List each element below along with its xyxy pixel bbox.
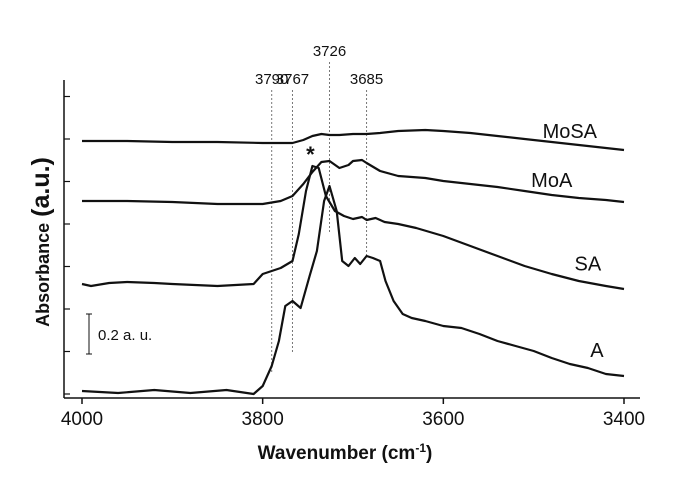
series-line-a: [81, 184, 625, 396]
y-axis-title: Absorbance (a.u.): [27, 157, 55, 327]
series-line-mosa: [82, 128, 625, 152]
ref-label-3767: 3767: [276, 71, 309, 88]
series-label-mosa: MoSA: [543, 121, 598, 143]
series-line-sa: [81, 164, 625, 291]
y-axis-title-unit: (a.u.): [27, 157, 55, 217]
series-group: MoSA MoA SA A: [81, 121, 625, 396]
x-tick-label-4000: 4000: [61, 409, 103, 430]
y-axis-title-main: Absorbance: [33, 223, 53, 327]
x-tick-label-3400: 3400: [603, 409, 645, 430]
x-tick-label-3800: 3800: [242, 409, 284, 430]
series-line-moa: [82, 158, 625, 206]
ref-label-3685: 3685: [350, 71, 383, 88]
x-tick-label-3600: 3600: [422, 409, 464, 430]
axes: [63, 80, 640, 399]
scale-bar: 0.2 a. u.: [86, 313, 152, 355]
x-axis-title-main: Wavenumber (cm: [258, 443, 416, 464]
x-axis-title-suffix: ): [426, 443, 432, 464]
ref-label-3790: 3790: [255, 71, 288, 88]
y-minor-ticks: [64, 95, 70, 395]
series-label-sa: SA: [575, 254, 602, 276]
series-label-a: A: [590, 340, 604, 362]
x-axis-title-sup: -1: [415, 441, 426, 455]
peak-asterisk: *: [306, 142, 315, 167]
x-ticks: 4000 3800 3600 3400: [61, 398, 645, 430]
scale-bar-label: 0.2 a. u.: [98, 327, 152, 344]
series-label-moa: MoA: [531, 170, 573, 192]
ref-label-3726: 3726: [313, 43, 346, 60]
x-axis-title: Wavenumber (cm-1): [258, 441, 433, 464]
